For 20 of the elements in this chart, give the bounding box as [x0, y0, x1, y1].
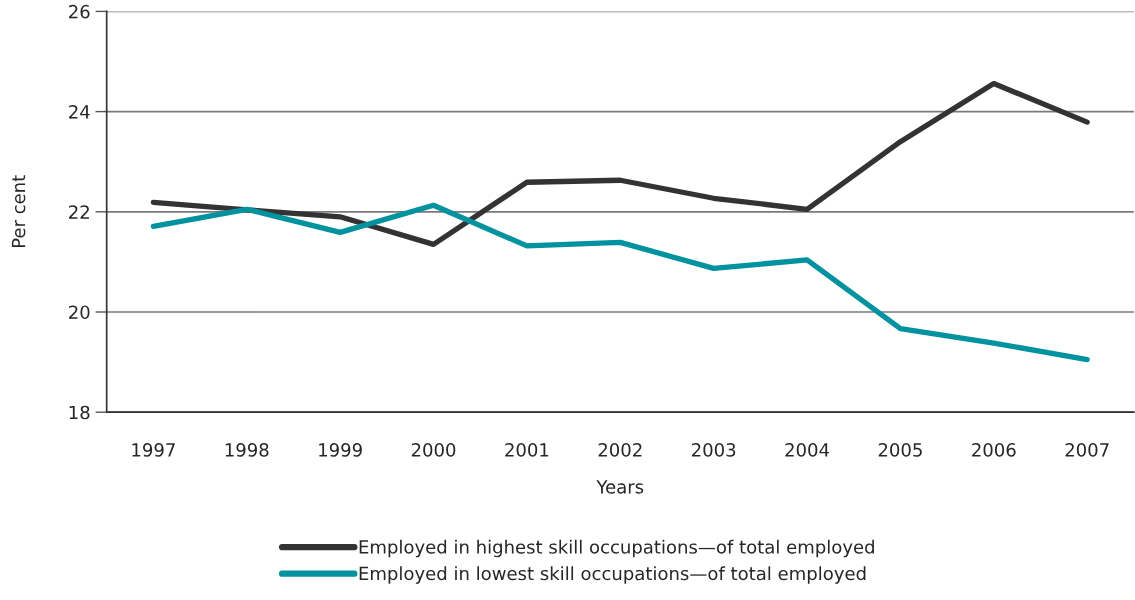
- x-tick-label: 2007: [1065, 443, 1109, 457]
- y-tick-label: 24: [69, 105, 90, 119]
- x-tick-label: 2005: [878, 443, 922, 457]
- x-tick-label: 1997: [132, 443, 175, 457]
- x-tick-label: 1999: [319, 443, 362, 457]
- x-tick-label: 2006: [972, 443, 1016, 457]
- x-tick-label: 2002: [598, 443, 642, 457]
- y-tick-label: 26: [69, 4, 90, 19]
- legend-label: Employed in highest skill occupations—of total employed: [359, 539, 874, 558]
- x-tick-label: 2000: [411, 443, 456, 457]
- x-tick-label: 1998: [225, 443, 269, 457]
- x-axis-title: Years: [596, 480, 644, 494]
- y-tick-label: 18: [69, 405, 90, 420]
- y-tick-label: 20: [69, 305, 90, 320]
- legend-label: Employed in lowest skill occupations—of total employed: [359, 566, 866, 584]
- x-tick-label: 2004: [785, 443, 829, 457]
- y-axis-title: Per cent: [11, 175, 26, 248]
- y-tick-label: 22: [69, 205, 89, 219]
- x-tick-label: 2003: [692, 443, 736, 457]
- x-tick-label: 2001: [505, 443, 549, 457]
